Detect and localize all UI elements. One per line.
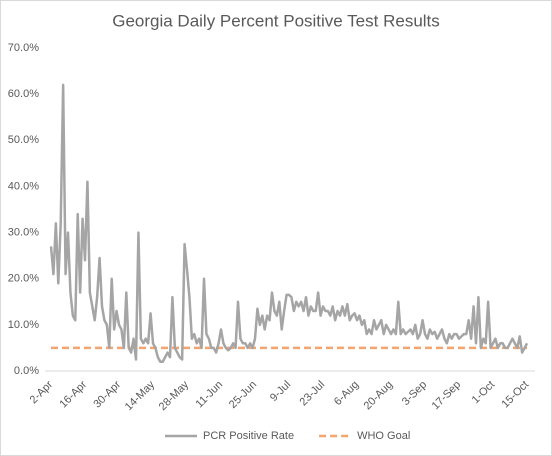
y-tick-label: 10.0% (8, 319, 39, 331)
y-tick-label: 30.0% (8, 226, 39, 238)
chart-title: Georgia Daily Percent Positive Test Resu… (112, 11, 440, 30)
legend-label: WHO Goal (357, 430, 410, 442)
y-tick-label: 40.0% (8, 180, 39, 192)
series-line (49, 83, 529, 364)
y-tick-label: 0.0% (14, 365, 39, 377)
legend-label: PCR Positive Rate (203, 430, 294, 442)
y-tick-label: 70.0% (8, 42, 39, 54)
y-tick-label: 50.0% (8, 134, 39, 146)
y-tick-label: 20.0% (8, 273, 39, 285)
y-tick-label: 60.0% (8, 88, 39, 100)
